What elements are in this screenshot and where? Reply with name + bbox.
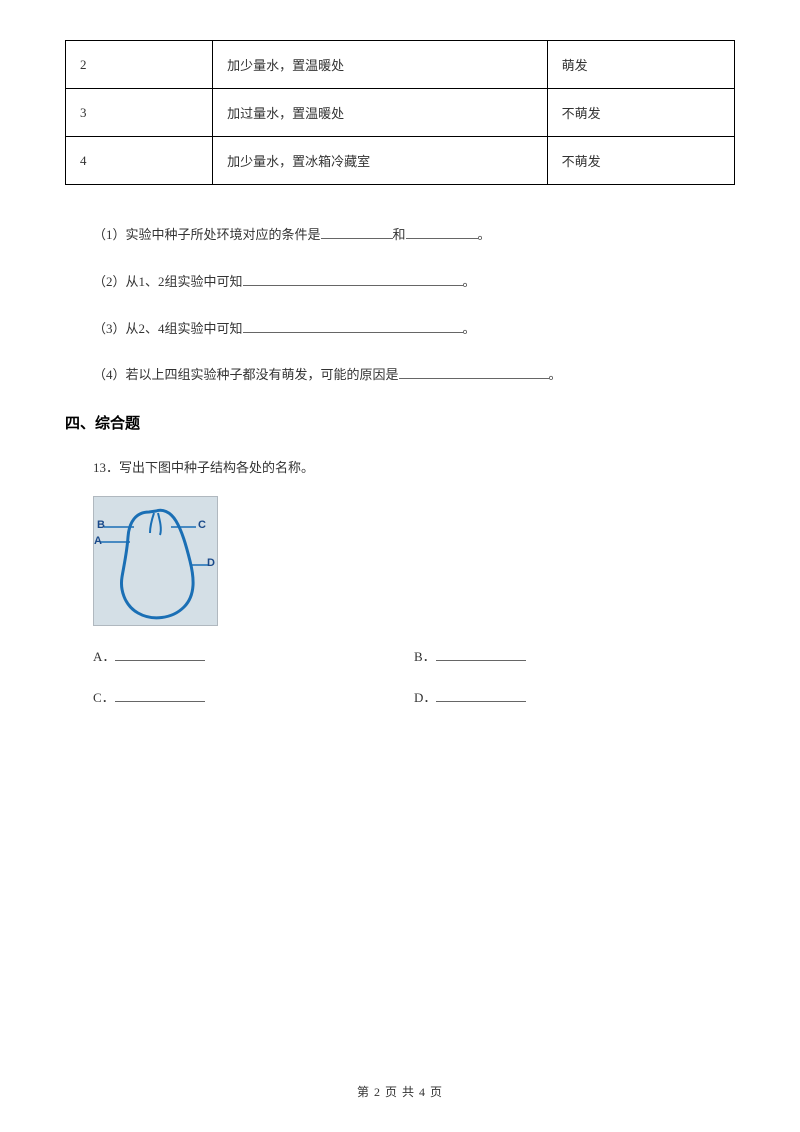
question-4: （4）若以上四组实验种子都没有萌发，可能的原因是 。	[93, 365, 735, 386]
label-b: B	[97, 519, 105, 531]
answer-b: B．	[414, 646, 735, 665]
page-footer: 第 2 页 共 4 页	[0, 1083, 800, 1100]
q1-suffix: 。	[478, 227, 491, 242]
cell-result: 不萌发	[547, 137, 734, 185]
blank	[243, 273, 463, 286]
q4-prefix: （4）若以上四组实验种子都没有萌发，可能的原因是	[93, 367, 399, 382]
blank	[243, 320, 463, 333]
q1-and: 和	[393, 227, 406, 242]
cell-env: 加少量水，置冰箱冷藏室	[213, 137, 548, 185]
blank	[406, 226, 478, 239]
blank	[115, 689, 205, 702]
blank	[115, 648, 205, 661]
label-d: D	[207, 557, 215, 569]
table-row: 2 加少量水，置温暖处 萌发	[66, 41, 735, 89]
answer-grid: A． B． C． D．	[93, 646, 735, 706]
cell-result: 萌发	[547, 41, 734, 89]
question-13: 13．写出下图中种子结构各处的名称。	[93, 457, 735, 476]
cell-num: 2	[66, 41, 213, 89]
cell-env: 加少量水，置温暖处	[213, 41, 548, 89]
answer-a: A．	[93, 646, 414, 665]
question-2: （2）从1、2组实验中可知 。	[93, 272, 735, 293]
blank	[399, 366, 549, 379]
label-c: C	[198, 519, 206, 531]
table-row: 3 加过量水，置温暖处 不萌发	[66, 89, 735, 137]
answer-d-label: D．	[414, 687, 436, 706]
q2-prefix: （2）从1、2组实验中可知	[93, 274, 243, 289]
answer-c-label: C．	[93, 687, 115, 706]
answer-c: C．	[93, 687, 414, 706]
q4-suffix: 。	[549, 367, 562, 382]
label-a: A	[94, 535, 102, 547]
cell-env: 加过量水，置温暖处	[213, 89, 548, 137]
section-4-title: 四、综合题	[65, 412, 735, 433]
blank	[436, 689, 526, 702]
q3-suffix: 。	[463, 321, 476, 336]
answer-b-label: B．	[414, 646, 436, 665]
experiment-table: 2 加少量水，置温暖处 萌发 3 加过量水，置温暖处 不萌发 4 加少量水，置冰…	[65, 40, 735, 185]
cell-num: 4	[66, 137, 213, 185]
answer-d: D．	[414, 687, 735, 706]
table-row: 4 加少量水，置冰箱冷藏室 不萌发	[66, 137, 735, 185]
answer-a-label: A．	[93, 646, 115, 665]
cell-num: 3	[66, 89, 213, 137]
blank	[436, 648, 526, 661]
seed-embryo	[150, 513, 161, 535]
question-3: （3）从2、4组实验中可知 。	[93, 319, 735, 340]
blank	[321, 226, 393, 239]
question-1: （1）实验中种子所处环境对应的条件是 和 。	[93, 225, 735, 246]
cell-result: 不萌发	[547, 89, 734, 137]
q3-prefix: （3）从2、4组实验中可知	[93, 321, 243, 336]
q2-suffix: 。	[463, 274, 476, 289]
seed-diagram: B A C D	[93, 496, 218, 626]
seed-svg	[94, 497, 219, 627]
q1-prefix: （1）实验中种子所处环境对应的条件是	[93, 227, 321, 242]
